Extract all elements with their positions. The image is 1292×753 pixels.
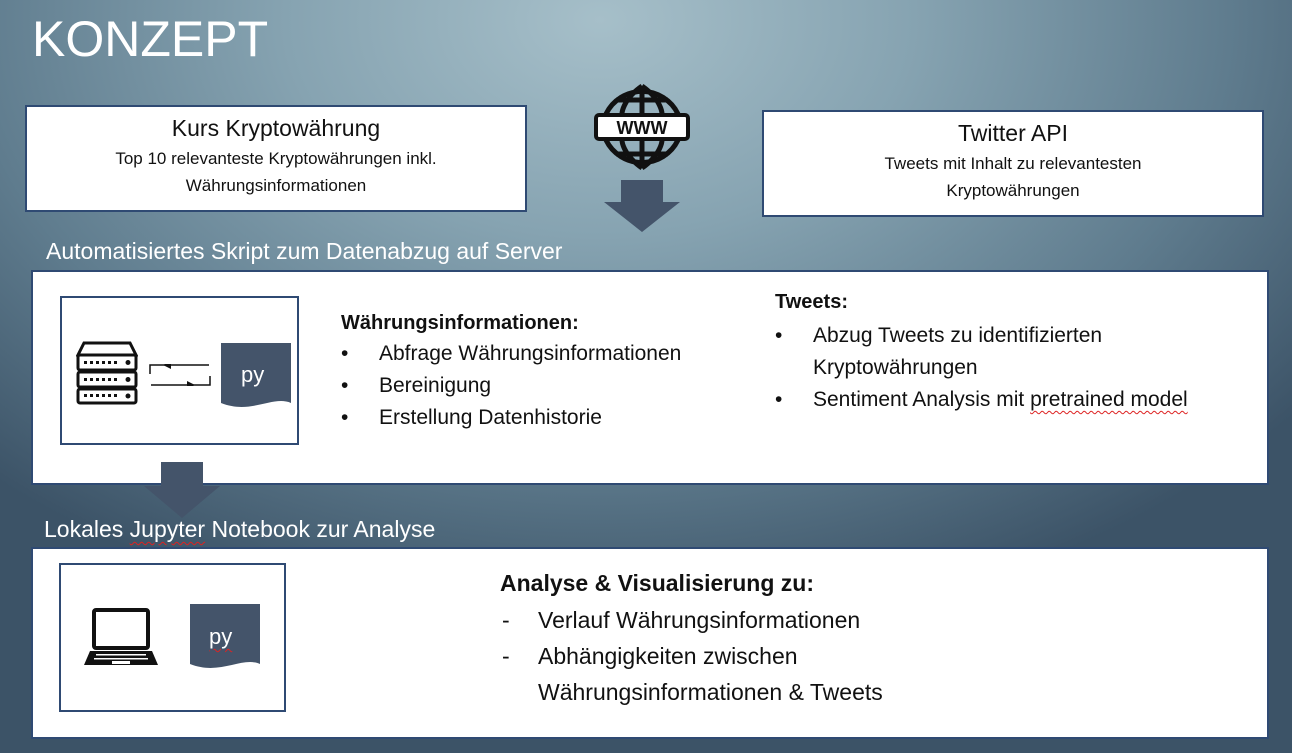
- source-box-twitter-api: Twitter API Tweets mit Inhalt zu relevan…: [762, 110, 1264, 217]
- server-icon: [76, 341, 138, 405]
- list-item-text: Abzug Tweets zu identifizierten: [813, 324, 1103, 347]
- list-item-text: Kryptowährungen: [813, 356, 978, 379]
- section-label-text-underlined: Jupyter: [129, 516, 206, 542]
- analysis-heading: Analyse & Visualisierung zu:: [500, 570, 815, 596]
- source-title: Twitter API: [958, 120, 1068, 146]
- globe-www-icon: WWW: [594, 83, 690, 171]
- list-item: Verlauf Währungsinformationen: [500, 602, 883, 638]
- source-description: Top 10 relevanteste Kryptowährungen inkl…: [27, 144, 525, 201]
- source-title: Kurs Kryptowährung: [171, 115, 381, 141]
- python-file-label: py: [241, 362, 265, 387]
- laptop-icon: [84, 608, 158, 665]
- section-label-text: Notebook zur Analyse: [205, 516, 436, 542]
- source-description: Tweets mit Inhalt zu relevantesten Krypt…: [764, 149, 1262, 206]
- list-item: Abzug Tweets zu identifizierten Kryptowä…: [775, 320, 1188, 384]
- exchange-arrows-icon: [149, 364, 211, 386]
- source-description-line: Top 10 relevanteste Kryptowährungen inkl…: [115, 149, 437, 168]
- section-label-server: Automatisiertes Skript zum Datenabzug au…: [46, 238, 563, 264]
- down-arrow-to-notebook: [144, 462, 220, 518]
- list-item-text: Währungsinformationen & Tweets: [538, 679, 883, 705]
- section-label-text: Lokales: [44, 516, 130, 542]
- python-file-icon: [221, 343, 291, 407]
- tweets-heading: Tweets:: [775, 291, 848, 313]
- source-description-line: Kryptowährungen: [946, 181, 1080, 200]
- list-item-text: Sentiment Analysis mit: [813, 388, 1031, 411]
- python-file-icon: [190, 604, 260, 668]
- list-item-text-underlined: pretrained model: [1030, 388, 1188, 411]
- down-arrow-to-server: [604, 180, 680, 232]
- www-label: WWW: [617, 118, 668, 138]
- list-item: Abfrage Währungsinformationen: [341, 338, 681, 370]
- page-title: KONZEPT: [32, 11, 269, 67]
- source-description-line: Währungsinformationen: [185, 176, 367, 195]
- list-item: Bereinigung: [341, 370, 681, 402]
- python-file-label: py: [209, 624, 233, 649]
- analysis-list: Verlauf Währungsinformationen Abhängigke…: [500, 602, 883, 710]
- currency-info-list: Abfrage Währungsinformationen Bereinigun…: [341, 338, 681, 434]
- source-description-line: Tweets mit Inhalt zu relevantesten: [884, 154, 1142, 173]
- list-item: Abhängigkeiten zwischen Währungsinformat…: [500, 638, 883, 710]
- tweets-list: Abzug Tweets zu identifizierten Kryptowä…: [775, 320, 1188, 416]
- section-label-notebook: Lokales Jupyter Notebook zur Analyse: [44, 516, 435, 543]
- list-item-text: Abhängigkeiten zwischen: [538, 643, 798, 669]
- currency-info-heading: Währungsinformationen:: [341, 312, 579, 334]
- list-item: Sentiment Analysis mit pretrained model: [775, 384, 1188, 416]
- list-item: Erstellung Datenhistorie: [341, 402, 681, 434]
- source-box-crypto-rates: Kurs Kryptowährung Top 10 relevanteste K…: [25, 105, 527, 212]
